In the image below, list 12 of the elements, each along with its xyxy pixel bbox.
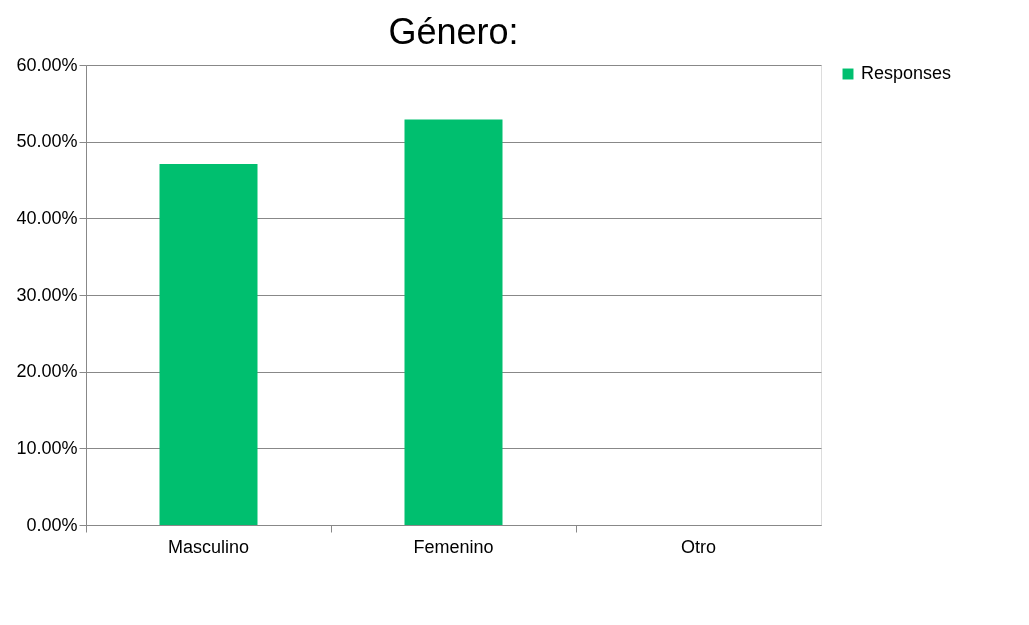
x-tick-label: Femenino — [413, 536, 494, 557]
chart-title: Género: — [388, 11, 519, 52]
x-tick-label: Masculino — [167, 536, 250, 557]
y-tick-label: 40.00% — [16, 207, 78, 228]
y-tick-label: 60.00% — [16, 54, 78, 75]
y-tick-label: 50.00% — [16, 131, 78, 152]
y-tick-label: 30.00% — [16, 284, 78, 305]
x-tick-label: Otro — [680, 536, 717, 557]
y-tick-label: 0.00% — [26, 514, 78, 535]
y-tick-label: 20.00% — [16, 361, 78, 382]
legend-label: Responses — [861, 63, 952, 83]
y-tick-label: 10.00% — [16, 437, 78, 458]
